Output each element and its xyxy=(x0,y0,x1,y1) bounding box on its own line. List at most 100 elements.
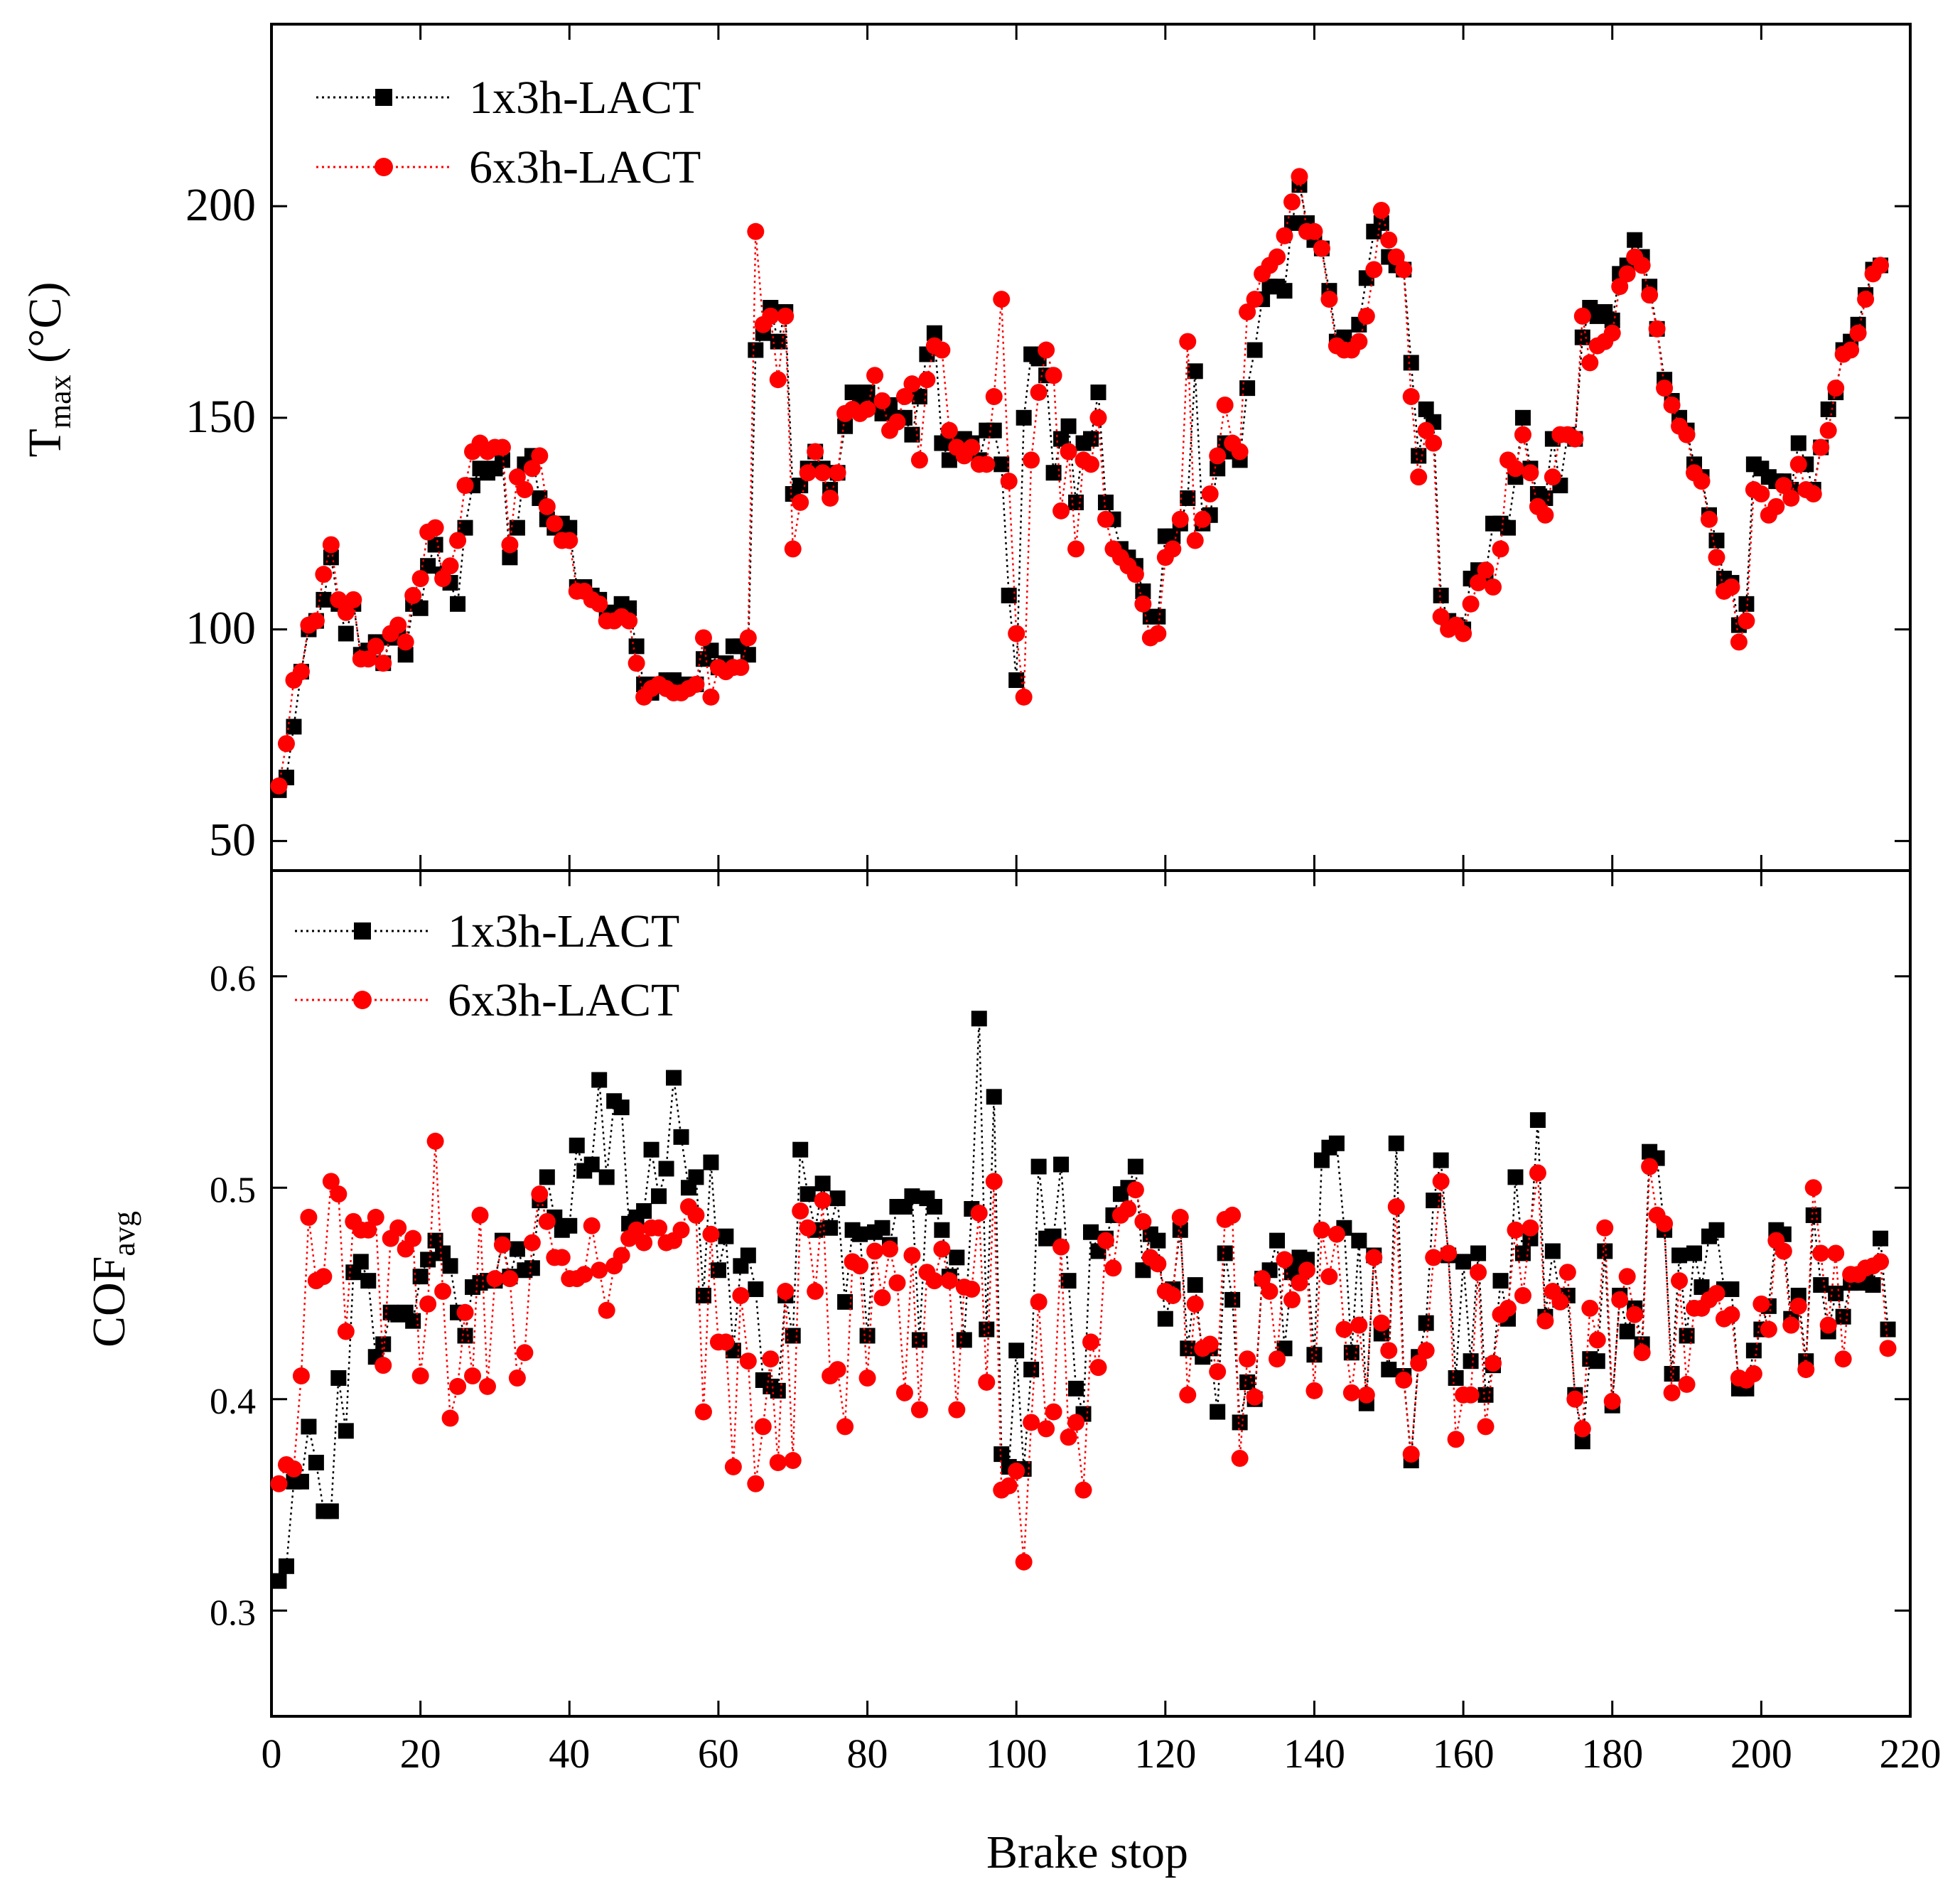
top-point-2 xyxy=(873,392,891,409)
bottom-point-2 xyxy=(873,1288,891,1306)
bottom-point-1 xyxy=(1068,1380,1084,1396)
bottom-point-1 xyxy=(569,1137,585,1153)
bottom-point-2 xyxy=(1782,1316,1800,1334)
bottom-point-2 xyxy=(464,1367,482,1385)
top-point-2 xyxy=(822,489,839,507)
top-point-2 xyxy=(1134,595,1152,613)
top-point-1 xyxy=(1008,672,1025,689)
top-point-2 xyxy=(1708,549,1725,566)
top-point-2 xyxy=(1209,447,1227,465)
bottom-point-2 xyxy=(1760,1320,1777,1338)
bottom-point-1 xyxy=(971,1011,987,1027)
bottom-point-2 xyxy=(1618,1268,1636,1286)
top-point-2 xyxy=(508,468,526,486)
top-point-2 xyxy=(978,456,996,473)
top-point-1 xyxy=(770,333,786,350)
bottom-panel-cof: 0.3 0.4 0.5 0.6 0 20 40 60 80 100 120 140 160 180 200 2… xyxy=(83,869,1942,1777)
top-point-2 xyxy=(1470,574,1487,592)
top-point-1 xyxy=(338,625,354,642)
bottom-point-1 xyxy=(1679,1328,1695,1344)
top-point-1 xyxy=(1373,215,1389,231)
top-point-2 xyxy=(1023,451,1040,469)
bottom-point-1 xyxy=(1671,1247,1688,1264)
bottom-point-2 xyxy=(1372,1314,1390,1332)
bottom-point-1 xyxy=(740,1247,756,1264)
top-point-2 xyxy=(940,421,958,439)
top-point-2 xyxy=(330,591,348,608)
bottom-point-2 xyxy=(881,1240,898,1258)
bottom-point-2 xyxy=(1179,1386,1197,1404)
bottom-point-2 xyxy=(985,1173,1003,1190)
bottom-point-2 xyxy=(672,1221,690,1239)
bottom-point-2 xyxy=(1186,1295,1204,1313)
top-point-2 xyxy=(993,291,1011,308)
bottom-point-1 xyxy=(1172,1222,1188,1238)
bottom-point-1 xyxy=(666,1070,682,1086)
bottom-point-1 xyxy=(1343,1345,1359,1361)
bottom-point-1 xyxy=(1187,1277,1203,1293)
bottom-point-2 xyxy=(1775,1242,1792,1260)
top-point-1 xyxy=(494,452,510,468)
top-point-2 xyxy=(814,464,831,482)
top-point-2 xyxy=(1581,354,1599,372)
top-point-2 xyxy=(628,655,645,672)
top-point-1 xyxy=(1418,401,1434,417)
bottom-point-1 xyxy=(1835,1308,1851,1325)
bottom-point-1 xyxy=(1477,1387,1494,1403)
top-point-2 xyxy=(903,375,921,393)
bottom-point-2 xyxy=(1551,1293,1569,1311)
bottom-point-1 xyxy=(1544,1243,1561,1259)
bottom-point-1 xyxy=(643,1141,659,1158)
bottom-point-1 xyxy=(1597,1243,1613,1259)
top-point-1 xyxy=(1574,329,1590,345)
top-point-2 xyxy=(1678,426,1696,443)
top-point-1 xyxy=(1708,532,1725,549)
bottom-point-2 xyxy=(1097,1232,1114,1249)
top-y-axis-title-unit: (°C) xyxy=(19,282,71,375)
bottom-point-2 xyxy=(628,1221,645,1239)
top-point-2 xyxy=(807,443,824,461)
top-point-2 xyxy=(1492,540,1509,558)
top-point-2 xyxy=(1357,307,1375,325)
bottom-series-2 xyxy=(270,1132,1897,1571)
bottom-point-2 xyxy=(315,1268,333,1286)
top-point-2 xyxy=(1097,510,1114,528)
bottom-point-2 xyxy=(1603,1392,1621,1410)
bottom-point-2 xyxy=(948,1401,966,1419)
top-point-2 xyxy=(1514,426,1531,443)
bottom-point-2 xyxy=(814,1192,831,1210)
top-point-2 xyxy=(315,566,333,583)
top-point-2 xyxy=(375,655,392,672)
bottom-point-2 xyxy=(337,1323,355,1340)
bottom-point-2 xyxy=(1819,1316,1837,1334)
bottom-point-1 xyxy=(829,1190,846,1207)
bottom-point-2 xyxy=(1477,1418,1495,1436)
top-point-2 xyxy=(1201,485,1219,503)
top-point-2 xyxy=(1231,443,1249,461)
bottom-point-1 xyxy=(524,1260,540,1276)
bottom-point-2 xyxy=(270,1475,288,1492)
top-point-2 xyxy=(1767,497,1785,515)
bottom-point-2 xyxy=(1529,1164,1546,1182)
top-point-1 xyxy=(844,384,861,401)
bottom-point-1 xyxy=(1180,1340,1196,1357)
top-point-2 xyxy=(1291,168,1308,185)
bottom-point-1 xyxy=(360,1273,377,1289)
top-point-1 xyxy=(904,426,920,443)
x-tick-label: 200 xyxy=(1730,1731,1792,1777)
bottom-point-1 xyxy=(949,1249,965,1266)
bottom-point-2 xyxy=(1611,1291,1629,1308)
top-legend-label-1: 1x3h-LACT xyxy=(469,72,701,124)
bottom-point-2 xyxy=(1342,1384,1360,1401)
bottom-point-2 xyxy=(933,1240,951,1258)
top-point-1 xyxy=(427,537,443,553)
bottom-point-2 xyxy=(375,1357,392,1374)
bottom-point-2 xyxy=(456,1303,474,1321)
top-point-2 xyxy=(404,586,422,604)
bottom-point-2 xyxy=(1671,1272,1689,1290)
bottom-point-2 xyxy=(1678,1375,1696,1393)
bottom-point-2 xyxy=(1745,1365,1762,1383)
top-legend-marker-1 xyxy=(375,89,392,106)
top-legend-marker-2 xyxy=(375,158,393,176)
top-point-2 xyxy=(1641,286,1659,304)
